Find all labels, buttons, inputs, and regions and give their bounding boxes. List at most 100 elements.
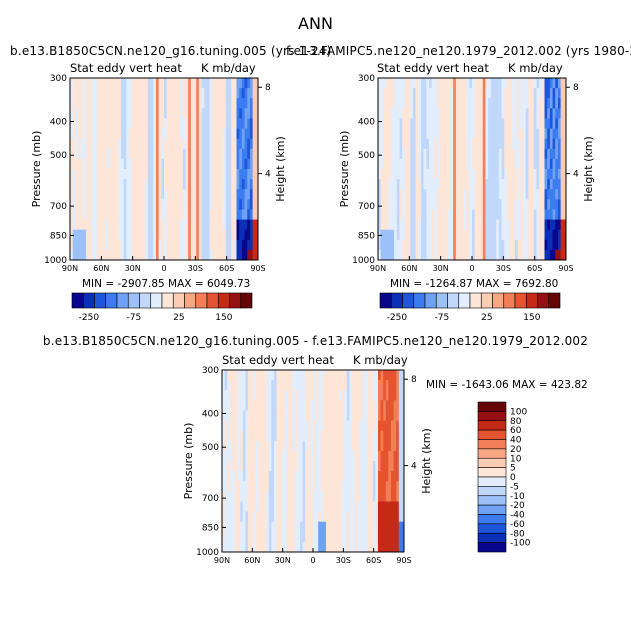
heatmap-cell	[357, 521, 361, 533]
heatmap-cell	[232, 511, 236, 523]
heatmap-cell	[244, 138, 248, 150]
heatmap-cell	[242, 430, 246, 442]
heatmap-cell	[563, 128, 567, 140]
colorbar-swatch	[116, 292, 129, 309]
heatmap-cell	[206, 88, 211, 99]
heatmap-cell	[271, 370, 275, 381]
heatmap-cell	[472, 138, 476, 150]
heatmap-cell	[352, 400, 355, 411]
heatmap-cell	[450, 88, 454, 99]
heatmap-cell	[241, 118, 245, 129]
colorbar-swatch	[127, 292, 140, 309]
heatmap-cell	[555, 138, 559, 150]
heatmap-cell	[480, 239, 484, 251]
heatmap-cell	[240, 390, 244, 401]
heatmap-cell	[533, 148, 537, 160]
heatmap-cell	[180, 158, 184, 170]
heatmap-cell	[129, 88, 133, 99]
heatmap-cell	[517, 128, 521, 140]
heatmap-cell	[185, 199, 189, 210]
heatmap-cell	[544, 78, 548, 89]
heatmap-cell	[227, 471, 231, 482]
heatmap-cell	[488, 209, 492, 220]
heatmap-cell	[240, 531, 244, 543]
heatmap-cell	[439, 78, 443, 89]
heatmap-cell	[431, 88, 435, 99]
heatmap-cell	[255, 138, 259, 150]
heatmap-cell	[539, 88, 543, 99]
heatmap-cell	[80, 179, 84, 190]
heatmap-cell	[439, 249, 443, 261]
heatmap-cell	[217, 148, 221, 160]
heatmap-cell	[328, 531, 332, 543]
heatmap-cell	[252, 219, 256, 231]
heatmap-cell	[112, 108, 117, 119]
heatmap-cell	[399, 98, 403, 109]
heatmap-cell	[110, 78, 114, 89]
heatmap-cell	[506, 108, 510, 119]
heatmap-cell	[450, 158, 454, 170]
heatmap-cell	[201, 98, 205, 109]
heatmap-cell	[341, 400, 345, 411]
heatmap-cell	[498, 219, 502, 231]
heatmap-cell	[305, 380, 309, 391]
heatmap-cell	[281, 541, 285, 553]
heatmap-cell	[380, 400, 384, 411]
heatmap-cell	[318, 471, 322, 482]
heatmap-cell	[104, 158, 108, 170]
heatmap-cell	[252, 199, 256, 210]
heatmap-cell	[223, 88, 227, 99]
heatmap-cell	[512, 138, 516, 150]
heatmap-cell	[258, 450, 262, 462]
heatmap-cell	[531, 179, 535, 190]
heatmap-cell	[91, 138, 95, 150]
heatmap-cell	[232, 430, 236, 442]
heatmap-cell	[225, 209, 229, 220]
heatmap-cell	[279, 380, 283, 391]
heatmap-cell	[528, 219, 532, 231]
heatmap-cell	[220, 229, 224, 241]
heatmap-cell	[447, 98, 451, 109]
heatmap-cell	[78, 128, 82, 140]
heatmap-cell	[385, 501, 389, 512]
heatmap-cell	[182, 138, 186, 150]
heatmap-cell	[431, 118, 435, 129]
heatmap-cell	[336, 450, 340, 462]
heatmap-cell	[229, 370, 233, 381]
heatmap-cell	[153, 158, 157, 170]
heatmap-cell	[297, 461, 301, 472]
heatmap-cell	[80, 229, 84, 241]
heatmap-cell	[388, 440, 392, 452]
heatmap-cell	[549, 148, 553, 160]
heatmap-cell	[439, 179, 443, 190]
heatmap-cell	[258, 420, 262, 432]
heatmap-cell	[512, 199, 516, 210]
heatmap-cell	[531, 209, 535, 220]
heatmap-cell	[134, 209, 138, 220]
colorbar-swatch	[435, 292, 448, 309]
heatmap-cell	[220, 118, 224, 129]
heatmap-cell	[418, 98, 422, 109]
heatmap-cell	[172, 189, 176, 200]
heatmap-cell	[274, 400, 277, 411]
heatmap-cell	[118, 118, 122, 129]
heatmap-cell	[227, 461, 231, 472]
heatmap-cell	[328, 410, 332, 421]
heatmap-cell	[169, 88, 173, 99]
heatmap-cell	[225, 118, 229, 129]
heatmap-cell	[383, 229, 387, 241]
heatmap-cell	[307, 481, 311, 492]
heatmap-cell	[536, 78, 540, 89]
heatmap-cell	[437, 179, 441, 190]
heatmap-cell	[88, 249, 92, 261]
heatmap-cell	[380, 521, 384, 533]
heatmap-cell	[139, 148, 143, 160]
heatmap-cell	[126, 219, 130, 231]
heatmap-cell	[118, 199, 122, 210]
heatmap-cell	[172, 98, 176, 109]
heatmap-cell	[86, 249, 90, 261]
heatmap-cell	[115, 229, 119, 241]
heatmap-cell	[320, 430, 324, 442]
heatmap-cell	[99, 249, 103, 261]
heatmap-cell	[496, 189, 500, 200]
